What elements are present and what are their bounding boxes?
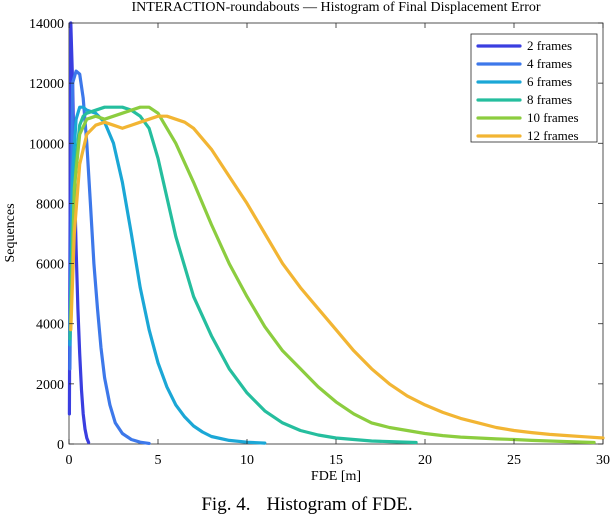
y-tick-label: 14000	[29, 17, 64, 32]
legend-label-6: 12 frames	[527, 128, 579, 143]
figure-caption-label: Fig. 4.	[201, 494, 251, 515]
x-tick-label: 10	[240, 453, 254, 468]
y-tick-label: 2000	[36, 378, 64, 393]
x-axis-label: FDE [m]	[311, 469, 361, 484]
legend-label-5: 10 frames	[527, 110, 579, 125]
y-tick-label: 10000	[29, 137, 64, 152]
legend-box	[470, 33, 598, 143]
series-line-6	[69, 114, 605, 440]
figure-caption: Fig. 4. Histogram of FDE.	[0, 494, 614, 516]
x-tick-label: 15	[329, 453, 343, 468]
figure-caption-text: Histogram of FDE.	[266, 494, 413, 515]
y-tick-label: 12000	[29, 77, 64, 92]
fde-histogram-chart: INTERACTION-roundabouts — Histogram of F…	[3, 0, 610, 484]
series-layer	[67, 21, 605, 445]
x-tick-label: 5	[155, 453, 162, 468]
y-tick-label: 6000	[36, 258, 64, 273]
series-line-5	[69, 105, 596, 445]
legend-label-1: 2 frames	[527, 38, 572, 53]
y-tick-label: 8000	[36, 197, 64, 212]
series-line-2	[68, 69, 151, 445]
legend-label-4: 8 frames	[527, 92, 572, 107]
series-line-3	[68, 105, 267, 445]
legend-label-2: 4 frames	[527, 56, 572, 71]
tick-layer: 0 5 10 15 20 25 30 0 2000 4000 6000 8000 10000 12000 1…	[29, 17, 610, 468]
y-axis-label: Sequences	[3, 203, 18, 262]
x-tick-label: 20	[418, 453, 432, 468]
legend: 2 frames 4 frames 6 frames 8 frames 10 frame…	[470, 33, 598, 143]
x-tick-label: 30	[596, 453, 610, 468]
x-tick-label: 0	[66, 453, 73, 468]
chart-title: INTERACTION-roundabouts — Histogram of F…	[131, 0, 540, 15]
y-tick-label: 4000	[36, 318, 64, 333]
series-line-1	[67, 21, 91, 445]
series-line-4	[68, 105, 418, 445]
legend-label-3: 6 frames	[527, 74, 572, 89]
x-tick-label: 25	[507, 453, 521, 468]
y-tick-label: 0	[57, 438, 64, 453]
